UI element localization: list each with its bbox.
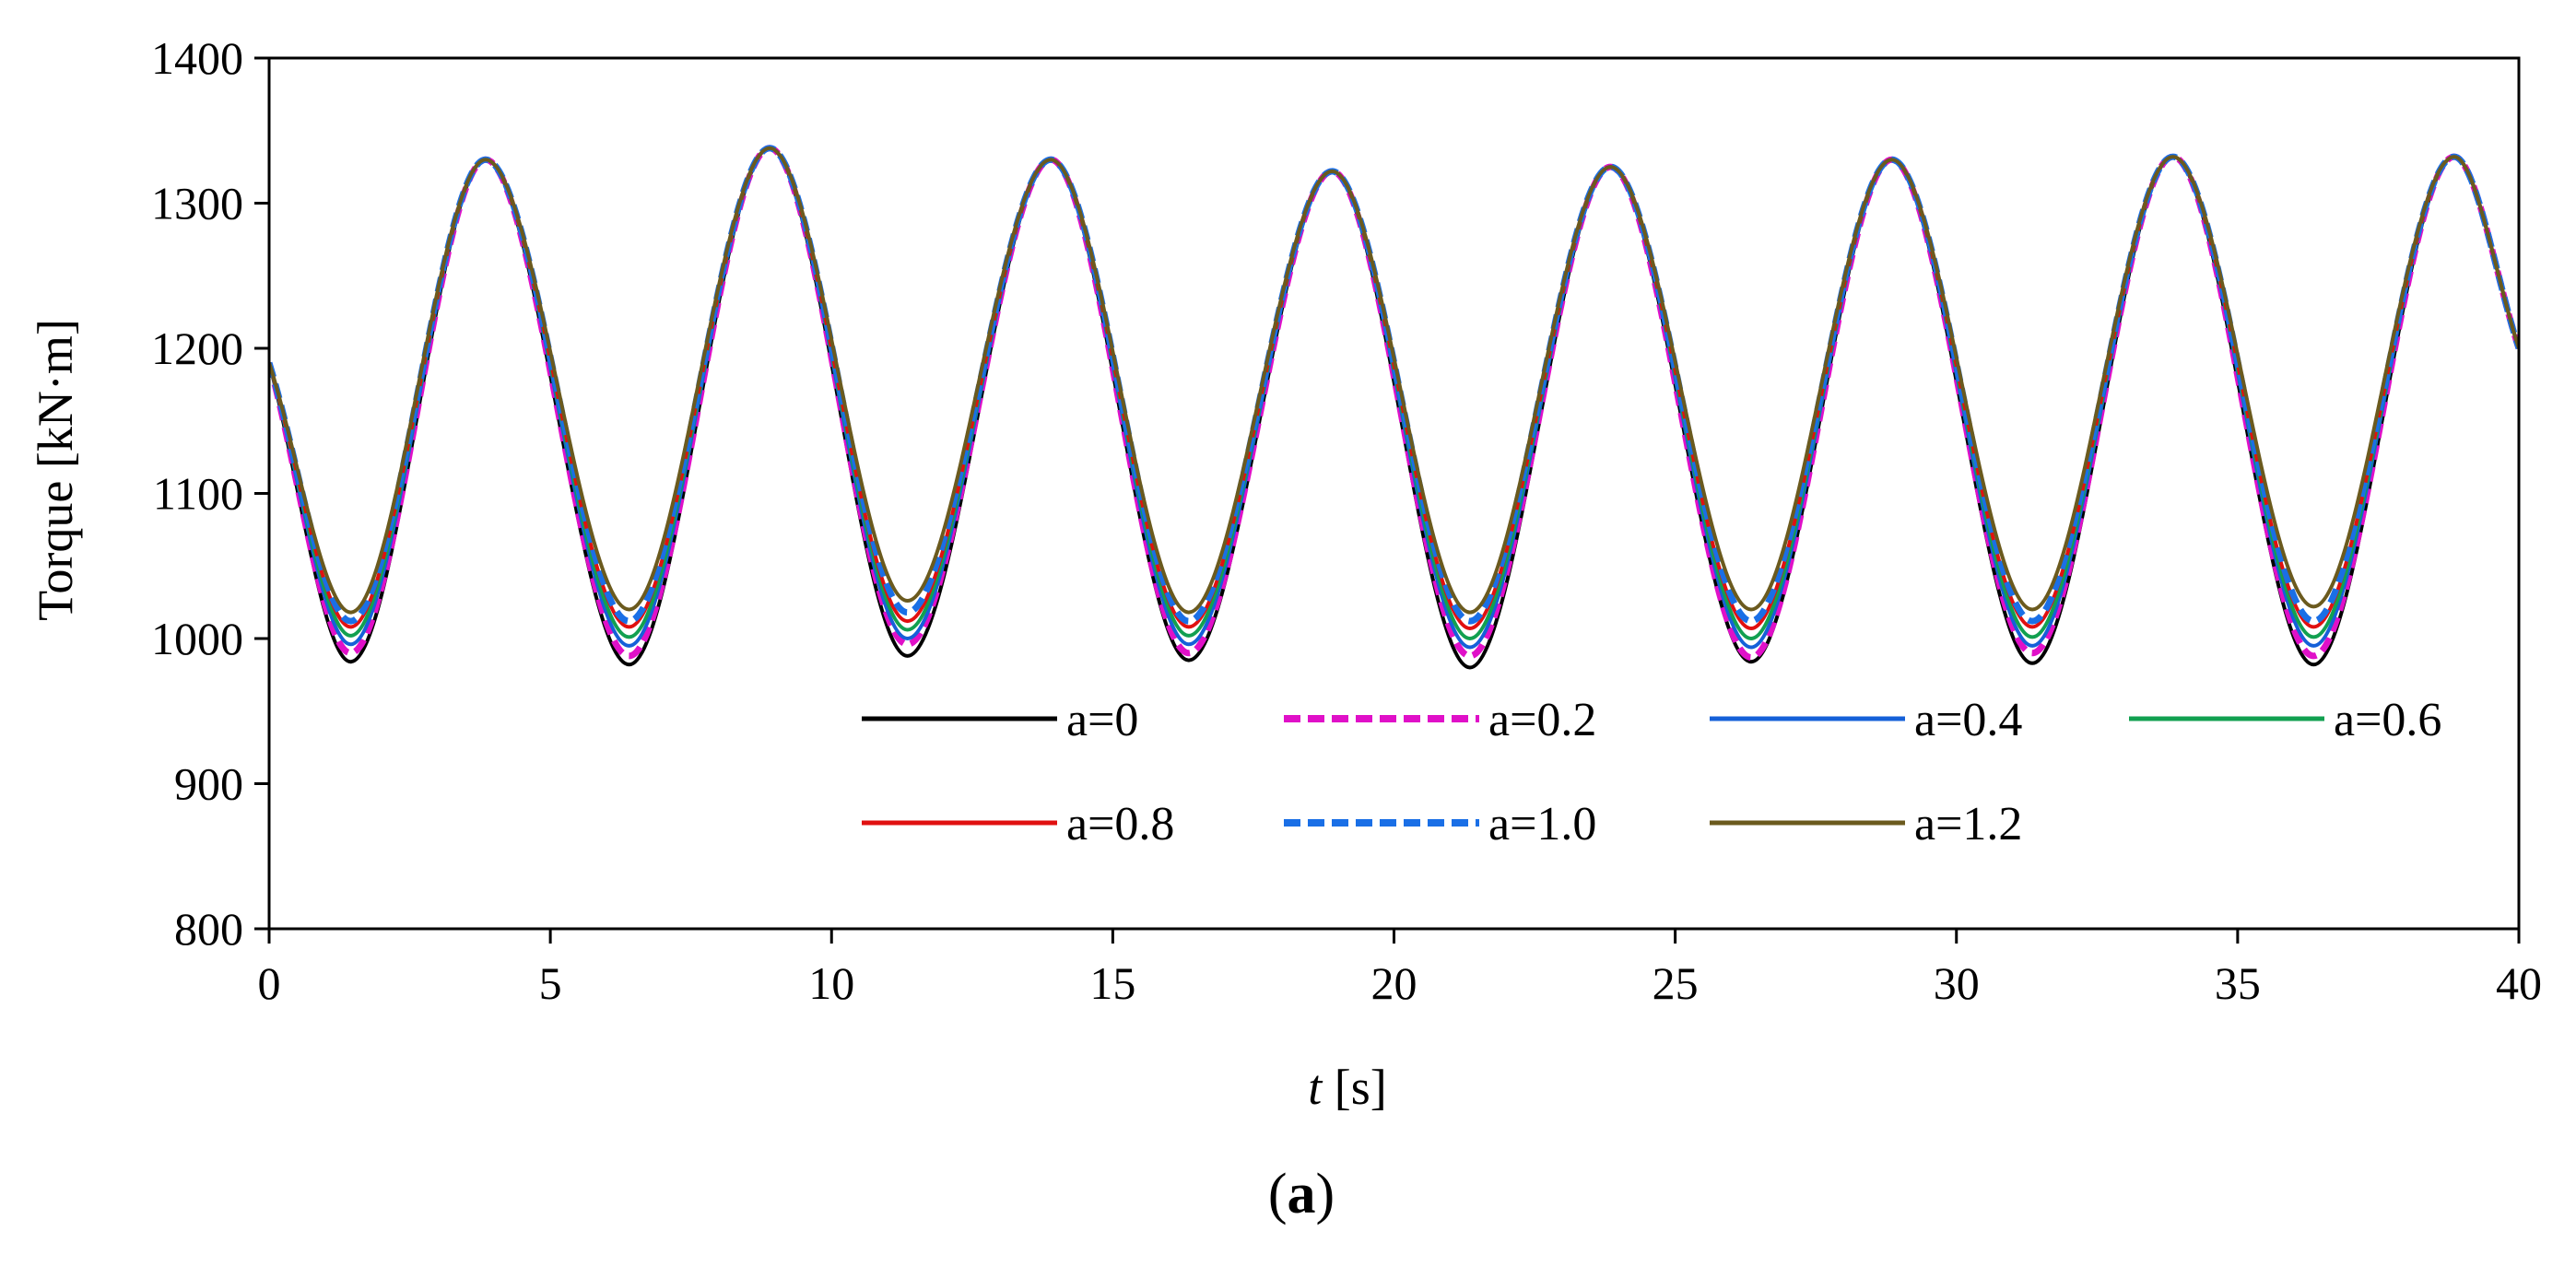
- legend-label: a=0.4: [1914, 694, 2022, 746]
- x-axis-title-variable: t: [1308, 1060, 1323, 1115]
- legend: a=0 a=0.2 a=0.4 a=0.6 a=0.8 a=1.0 a=1.2: [862, 694, 2441, 850]
- x-tick-label: 10: [808, 957, 854, 1009]
- x-tick-label: 25: [1653, 957, 1699, 1009]
- y-tick-label: 1000: [151, 613, 243, 664]
- y-tick-label: 1100: [153, 468, 243, 520]
- series-line-a-0: [269, 146, 2519, 670]
- panel-label-letter: a: [1288, 1163, 1316, 1225]
- y-tick-label: 800: [174, 903, 243, 955]
- x-axis-title-unit: [s]: [1322, 1060, 1386, 1115]
- plot-frame: [267, 56, 2521, 931]
- legend-label: a=0.6: [2334, 694, 2441, 746]
- x-tick-label: 15: [1089, 957, 1135, 1009]
- y-tick-label: 1200: [151, 322, 243, 374]
- y-tick-label: 900: [174, 758, 243, 810]
- series-line-a-0-4: [269, 146, 2519, 650]
- x-axis-title: t [s]: [1308, 1060, 1387, 1115]
- x-tick-label: 0: [258, 957, 281, 1009]
- y-tick-label: 1300: [151, 178, 243, 229]
- x-tick-label: 35: [2215, 957, 2261, 1009]
- legend-label: a=0.8: [1066, 798, 1174, 850]
- legend-label: a=0.2: [1488, 694, 1596, 746]
- ticks-layer: 0 5 10 15 20 25 30 35 40 800 900 1000 1100 1200 1300 14…: [151, 32, 2542, 1009]
- panel-label: (a): [1268, 1163, 1335, 1225]
- legend-label: a=1.0: [1488, 798, 1596, 850]
- x-tick-label: 30: [1934, 957, 1980, 1009]
- y-tick-label: 1400: [151, 32, 243, 84]
- legend-label: a=1.2: [1914, 798, 2022, 850]
- panel-label-open: (: [1268, 1163, 1288, 1225]
- panel-label-close: ): [1316, 1163, 1335, 1225]
- legend-label: a=0: [1066, 694, 1138, 746]
- y-axis-title: Torque [kN·m]: [28, 319, 83, 621]
- x-tick-label: 40: [2496, 957, 2542, 1009]
- series-layer: [269, 145, 2519, 670]
- x-tick-label: 20: [1371, 957, 1417, 1009]
- series-line-a-1-2: [269, 146, 2519, 615]
- x-tick-label: 5: [539, 957, 562, 1009]
